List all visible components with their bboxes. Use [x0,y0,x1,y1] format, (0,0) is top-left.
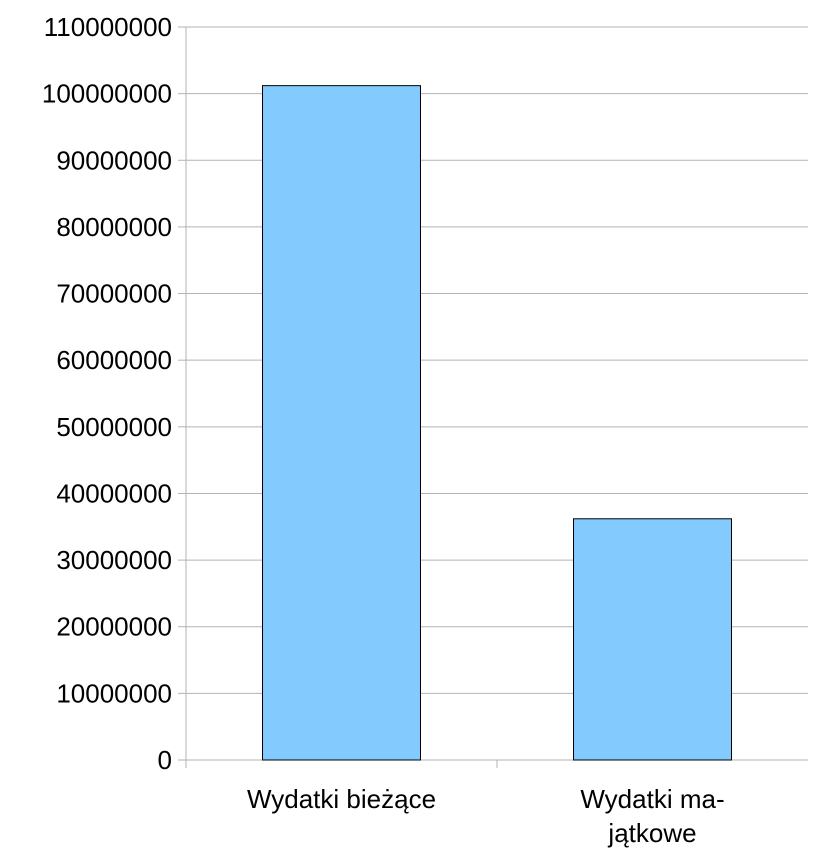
bar [573,518,732,761]
x-tick-label: Wydatki bieżące [247,784,436,814]
y-tick-label: 50000000 [56,412,172,442]
y-tick-label: 10000000 [56,678,172,708]
bar [262,85,421,761]
y-tick-label: 70000000 [56,279,172,309]
y-tick-label: 40000000 [56,478,172,508]
x-tick-label: Wydatki ma-jątkowe [580,784,724,848]
y-tick-label: 100000000 [42,79,172,109]
y-tick-label: 90000000 [56,145,172,175]
y-tick-label: 80000000 [56,212,172,242]
y-tick-label: 30000000 [56,545,172,575]
y-tick-label: 20000000 [56,612,172,642]
y-tick-label: 0 [158,745,172,775]
y-tick-label: 60000000 [56,345,172,375]
y-tick-label: 110000000 [44,12,172,42]
